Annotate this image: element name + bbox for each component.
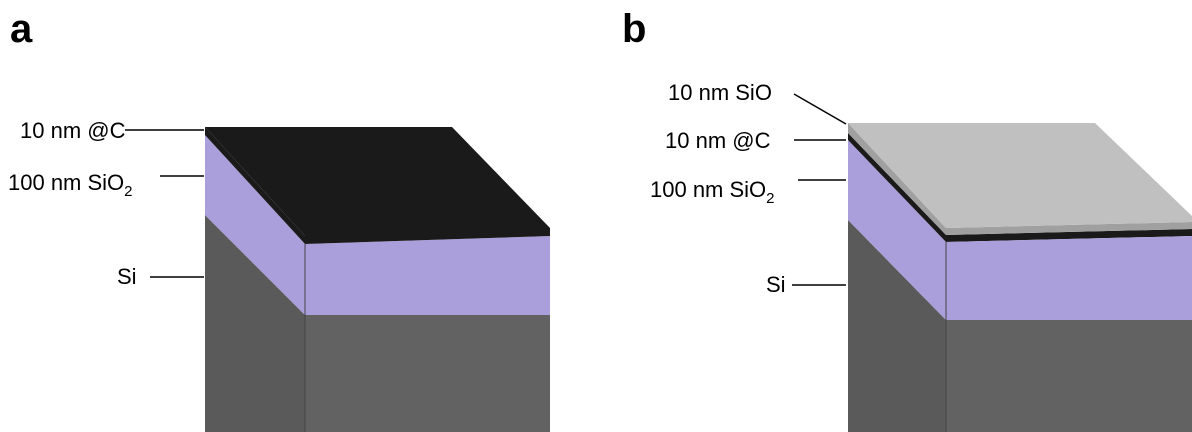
- layer-label: Si: [766, 272, 786, 297]
- layer-label: 100 nm SiO2: [8, 170, 133, 200]
- layer-stack: [205, 127, 550, 432]
- panel-label: a: [10, 7, 33, 51]
- layer-stack: [848, 123, 1192, 432]
- si-front: [305, 315, 550, 432]
- layer-label: 10 nm @C: [20, 118, 126, 143]
- label-text: 100 nm SiO: [650, 177, 766, 202]
- label-sub: 2: [766, 190, 774, 207]
- leader: [794, 94, 846, 124]
- label-sub: 2: [124, 183, 132, 200]
- label-text: 100 nm SiO: [8, 170, 124, 195]
- sio2-front: [946, 236, 1192, 320]
- layer-label: Si: [117, 264, 137, 289]
- layer-label: 100 nm SiO2: [650, 177, 775, 207]
- layer-label: 10 nm @C: [665, 128, 771, 153]
- sio2-front: [305, 236, 550, 315]
- si-front: [946, 320, 1192, 432]
- layer-label: 10 nm SiO: [668, 80, 772, 105]
- panel-label: b: [622, 7, 646, 51]
- diagram: a 10 nm @C 100 nm SiO2 Si b 10 nm SiO 10…: [0, 0, 1192, 432]
